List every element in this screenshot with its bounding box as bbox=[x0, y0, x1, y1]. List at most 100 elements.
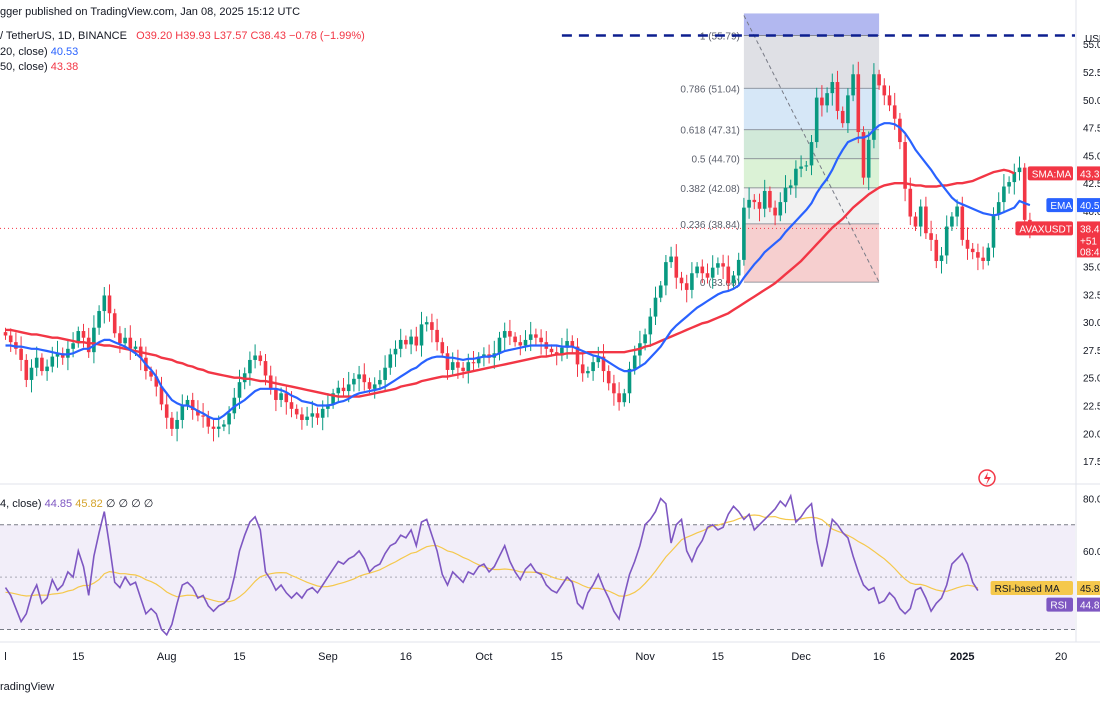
candle-body bbox=[1022, 167, 1027, 220]
candle-body bbox=[591, 362, 595, 372]
price-tag-value-bg bbox=[1077, 221, 1100, 258]
time-axis-tick: 15 bbox=[233, 651, 245, 663]
candle-body bbox=[539, 337, 543, 343]
candle-body bbox=[1012, 172, 1017, 183]
rsi-ma-tag-label-bg bbox=[990, 581, 1073, 596]
candle-body bbox=[570, 341, 575, 347]
candle-body bbox=[700, 266, 705, 274]
candle-body bbox=[216, 426, 221, 429]
candle-body bbox=[263, 361, 268, 376]
candle-body bbox=[643, 334, 647, 344]
candle-body bbox=[279, 393, 283, 400]
candle-body bbox=[534, 334, 538, 338]
candle-body bbox=[820, 97, 824, 106]
candle-body bbox=[757, 202, 762, 209]
ohlc-text: O39.20 H39.93 L37.57 C38.43 −0.78 (−1.99… bbox=[136, 30, 365, 42]
candle-body bbox=[341, 387, 346, 392]
price-axis-tick: 22.50 bbox=[1083, 402, 1100, 413]
candle-body bbox=[716, 263, 720, 268]
candle-body bbox=[549, 348, 554, 353]
candle-body bbox=[690, 273, 694, 290]
time-axis-tick: Aug bbox=[157, 651, 177, 663]
time-axis-tick: Dec bbox=[791, 651, 811, 663]
candle-body bbox=[924, 206, 928, 234]
sma-legend-label: 50, close) bbox=[0, 61, 48, 73]
candle-body bbox=[456, 362, 460, 368]
ema-tag-label-bg bbox=[1046, 198, 1073, 213]
candle-body bbox=[846, 95, 850, 124]
price-axis-tick: 30.00 bbox=[1083, 318, 1100, 329]
candle-body bbox=[248, 359, 252, 374]
tradingview-brand[interactable]: radingView bbox=[0, 681, 54, 693]
rsi-line bbox=[4, 493, 979, 637]
candle-body bbox=[830, 82, 835, 94]
rsi-legend[interactable]: 4, close) 44.85 45.82 ∅ ∅ ∅ ∅ bbox=[0, 497, 153, 510]
candle-body bbox=[518, 342, 523, 346]
candle-body bbox=[560, 347, 564, 356]
candle-body bbox=[835, 82, 840, 111]
rsi-tag-label: RSI bbox=[1050, 601, 1067, 612]
candle-body bbox=[773, 207, 777, 216]
publisher-text: gger published on TradingView.com, Jan 0… bbox=[0, 6, 301, 18]
ema-legend[interactable]: 20, close) 40.53 bbox=[0, 46, 78, 58]
ema-tag-value: 40.5 bbox=[1080, 201, 1100, 212]
candle-body bbox=[305, 416, 309, 420]
price-axis-tick: 42.50 bbox=[1083, 179, 1100, 190]
candle-body bbox=[996, 202, 1001, 215]
candle-body bbox=[118, 333, 122, 344]
candle-body bbox=[76, 331, 81, 344]
candle-body bbox=[705, 273, 710, 278]
candle-body bbox=[913, 216, 918, 227]
time-axis-tick: 20 bbox=[1055, 651, 1067, 663]
candle-body bbox=[237, 382, 242, 398]
candle-body bbox=[674, 256, 679, 278]
sma-tag-label: SMA:MA bbox=[1032, 169, 1072, 180]
candle-body bbox=[34, 357, 39, 368]
fib-level-label: 0.382 (42.08) bbox=[680, 184, 740, 195]
candle-body bbox=[112, 313, 117, 334]
candle-body bbox=[955, 206, 959, 217]
candle-body bbox=[783, 187, 788, 203]
candle-body bbox=[934, 239, 939, 262]
candle-body bbox=[960, 206, 965, 240]
candle-body bbox=[872, 74, 876, 140]
candle-body bbox=[762, 190, 767, 209]
candle-body bbox=[747, 199, 751, 208]
candle-body bbox=[970, 248, 975, 253]
candle-body bbox=[274, 388, 278, 400]
candle-body bbox=[222, 424, 226, 427]
candle-body bbox=[648, 316, 653, 335]
candle-body bbox=[175, 419, 179, 429]
candle-body bbox=[1007, 182, 1011, 187]
candle-body bbox=[695, 266, 699, 274]
price-axis-tick: 45.00 bbox=[1083, 151, 1100, 162]
time-axis-tick: 2025 bbox=[950, 651, 974, 663]
candle-body bbox=[123, 337, 127, 344]
candle-body bbox=[778, 202, 783, 216]
sma-tag-value: 43.3 bbox=[1080, 169, 1100, 180]
candle-body bbox=[45, 366, 49, 372]
candle-body bbox=[97, 311, 101, 328]
candle-body bbox=[378, 379, 382, 385]
ema-tag-value-bg bbox=[1077, 198, 1100, 213]
candle-body bbox=[731, 275, 736, 284]
candle-body bbox=[40, 357, 44, 372]
symbol-legend[interactable]: / TetherUS, 1D, BINANCE O39.20 H39.93 L3… bbox=[0, 30, 365, 42]
price-axis-tick: 17.50 bbox=[1083, 457, 1100, 468]
candle-body bbox=[346, 384, 351, 392]
candle-body bbox=[1002, 186, 1006, 203]
candle-body bbox=[794, 168, 798, 186]
candle-body bbox=[596, 356, 601, 363]
candle-body bbox=[159, 386, 164, 405]
candle-body bbox=[435, 329, 439, 343]
candle-body bbox=[253, 355, 257, 360]
price-tag-value: 38.4 bbox=[1080, 224, 1100, 235]
sma-legend[interactable]: 50, close) 43.38 bbox=[0, 61, 78, 73]
candle-body bbox=[814, 97, 819, 143]
price-tag-label-bg bbox=[1015, 221, 1073, 236]
candle-body bbox=[409, 336, 413, 345]
time-axis-tick: 16 bbox=[873, 651, 885, 663]
candle-body bbox=[929, 233, 933, 240]
